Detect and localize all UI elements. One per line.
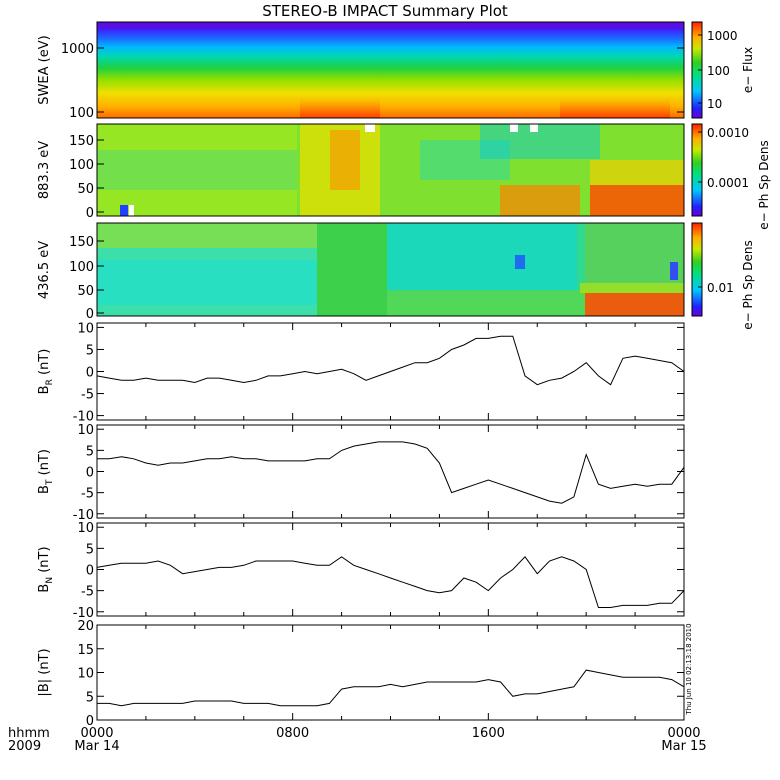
pad436-ytick-150: 150 [69, 235, 94, 250]
swea-cbar-tick-100: 100 [707, 64, 730, 78]
bt-panel: 10 5 0 -5 -10 BT (nT) [37, 423, 685, 523]
bmag-ytick-label: 10 [77, 667, 94, 682]
bn-ytick-label: 0 [86, 564, 94, 579]
bt-ytick-label: 0 [86, 466, 94, 481]
br-trace [96, 335, 685, 386]
time-tick-date: Mar 15 [661, 739, 706, 754]
swea-cool-region [97, 22, 684, 30]
bt-frame [96, 424, 685, 519]
bt-ytick-label: 5 [86, 444, 94, 459]
swea-cbar-tick-1000: 1000 [707, 29, 738, 43]
bmag-ytick-label: 15 [77, 643, 94, 658]
bt-trace [97, 441, 685, 504]
bt-ylabel: BT (nT) [37, 449, 55, 494]
time-tick-label: 0000 [80, 726, 113, 741]
swea-ylabel: SWEA (eV) [37, 35, 52, 104]
time-tick-date: Mar 14 [74, 739, 119, 754]
swea-hot-region [300, 60, 380, 118]
br-panel: 10 5 0 -5 -10 BR (nT) [37, 321, 685, 425]
pad436-cbar-label: e− Ph Sp Dens [741, 240, 755, 329]
time-tick-label: 0800 [276, 726, 309, 741]
pad436-spectrogram [97, 223, 684, 316]
plot-title: STEREO-B IMPACT Summary Plot [262, 2, 508, 20]
swea-cbar-label: e− Flux [741, 47, 755, 93]
pad883-ytick-0: 0 [86, 206, 94, 221]
pad436-ytick-50: 50 [77, 284, 94, 299]
pad883-cbar-tick-1: 0.0010 [707, 126, 749, 140]
pad883-ytick-50: 50 [77, 182, 94, 197]
magnetic-field-panels: 10 5 0 -5 -10 BR (nT) 10 5 0 -5 -10 BT (nT) 10 5 0 -5 -1… [37, 321, 685, 729]
bmag-trace [97, 669, 685, 707]
bmag-ytick-label: 0 [86, 714, 94, 729]
bn-ylabel: BN (nT) [37, 546, 55, 592]
pad883-ylabel: 883.3 eV [37, 141, 52, 199]
swea-ytick-100: 100 [69, 106, 94, 121]
pad436-ytick-100: 100 [69, 260, 94, 275]
pad883-cbar-label: e− Ph Sp Dens [757, 140, 771, 229]
time-tick-label: 1600 [472, 726, 505, 741]
pad883-ytick-150: 150 [69, 134, 94, 149]
bn-ytick-label: -10 [73, 606, 94, 621]
bmag-ytick-label: 20 [77, 619, 94, 634]
bn-ytick-label: -5 [81, 585, 94, 600]
br-ytick-label: 0 [86, 366, 94, 381]
pad436-ylabel: 436.5 eV [37, 241, 52, 299]
pad436-ytick-0: 0 [86, 307, 94, 322]
bmag-ylabel: |B| (nT) [37, 648, 52, 696]
pad883-colorbar [691, 123, 703, 217]
time-tick-label: 0000 [667, 726, 700, 741]
br-ytick-label: 5 [86, 343, 94, 358]
br-ytick-label: -5 [81, 388, 94, 403]
time-axis-left-label-1: hhmm [8, 726, 50, 741]
br-ytick-label: 10 [77, 321, 94, 336]
br-ytick-label: -10 [73, 410, 94, 425]
br-ylabel: BR (nT) [37, 349, 55, 395]
pad436-colorbar [691, 222, 703, 317]
swea-panel: 1000 100 SWEA (eV) 1000 100 10 e− Flux [37, 21, 755, 121]
bn-panel: 10 5 0 -5 -10 BN (nT) [37, 521, 685, 621]
bn-ytick-label: 10 [77, 521, 94, 536]
bt-ytick-label: 10 [77, 423, 94, 438]
bmag-ytick-label: 5 [86, 690, 94, 705]
swea-ytick-1000: 1000 [61, 42, 94, 57]
pad883-spectrogram [97, 124, 684, 216]
pad436-panel: 150 100 50 0 436.5 eV 0.01 e− Ph Sp Dens [37, 222, 755, 330]
bn-trace [96, 556, 685, 608]
bt-ytick-label: -5 [81, 487, 94, 502]
pad883-ytick-100: 100 [69, 158, 94, 173]
time-axis-left-label-2: 2009 [8, 739, 41, 754]
pad883-cbar-tick-2: 0.0001 [707, 176, 749, 190]
swea-cbar-tick-10: 10 [707, 97, 722, 111]
bt-ytick-label: -10 [73, 508, 94, 523]
bn-ytick-label: 5 [86, 542, 94, 557]
bmag-panel: 20 15 10 5 0 |B| (nT) [37, 619, 685, 729]
swea-hot-region-2 [560, 60, 670, 118]
pad883-panel: 150 100 50 0 883.3 eV 0.0010 0.0001 e− P… [37, 123, 771, 230]
bn-frame [96, 522, 685, 617]
pad436-cbar-tick: 0.01 [707, 281, 734, 295]
side-timestamp: Thu Jun 10 02:13:18 2010 [685, 623, 693, 715]
